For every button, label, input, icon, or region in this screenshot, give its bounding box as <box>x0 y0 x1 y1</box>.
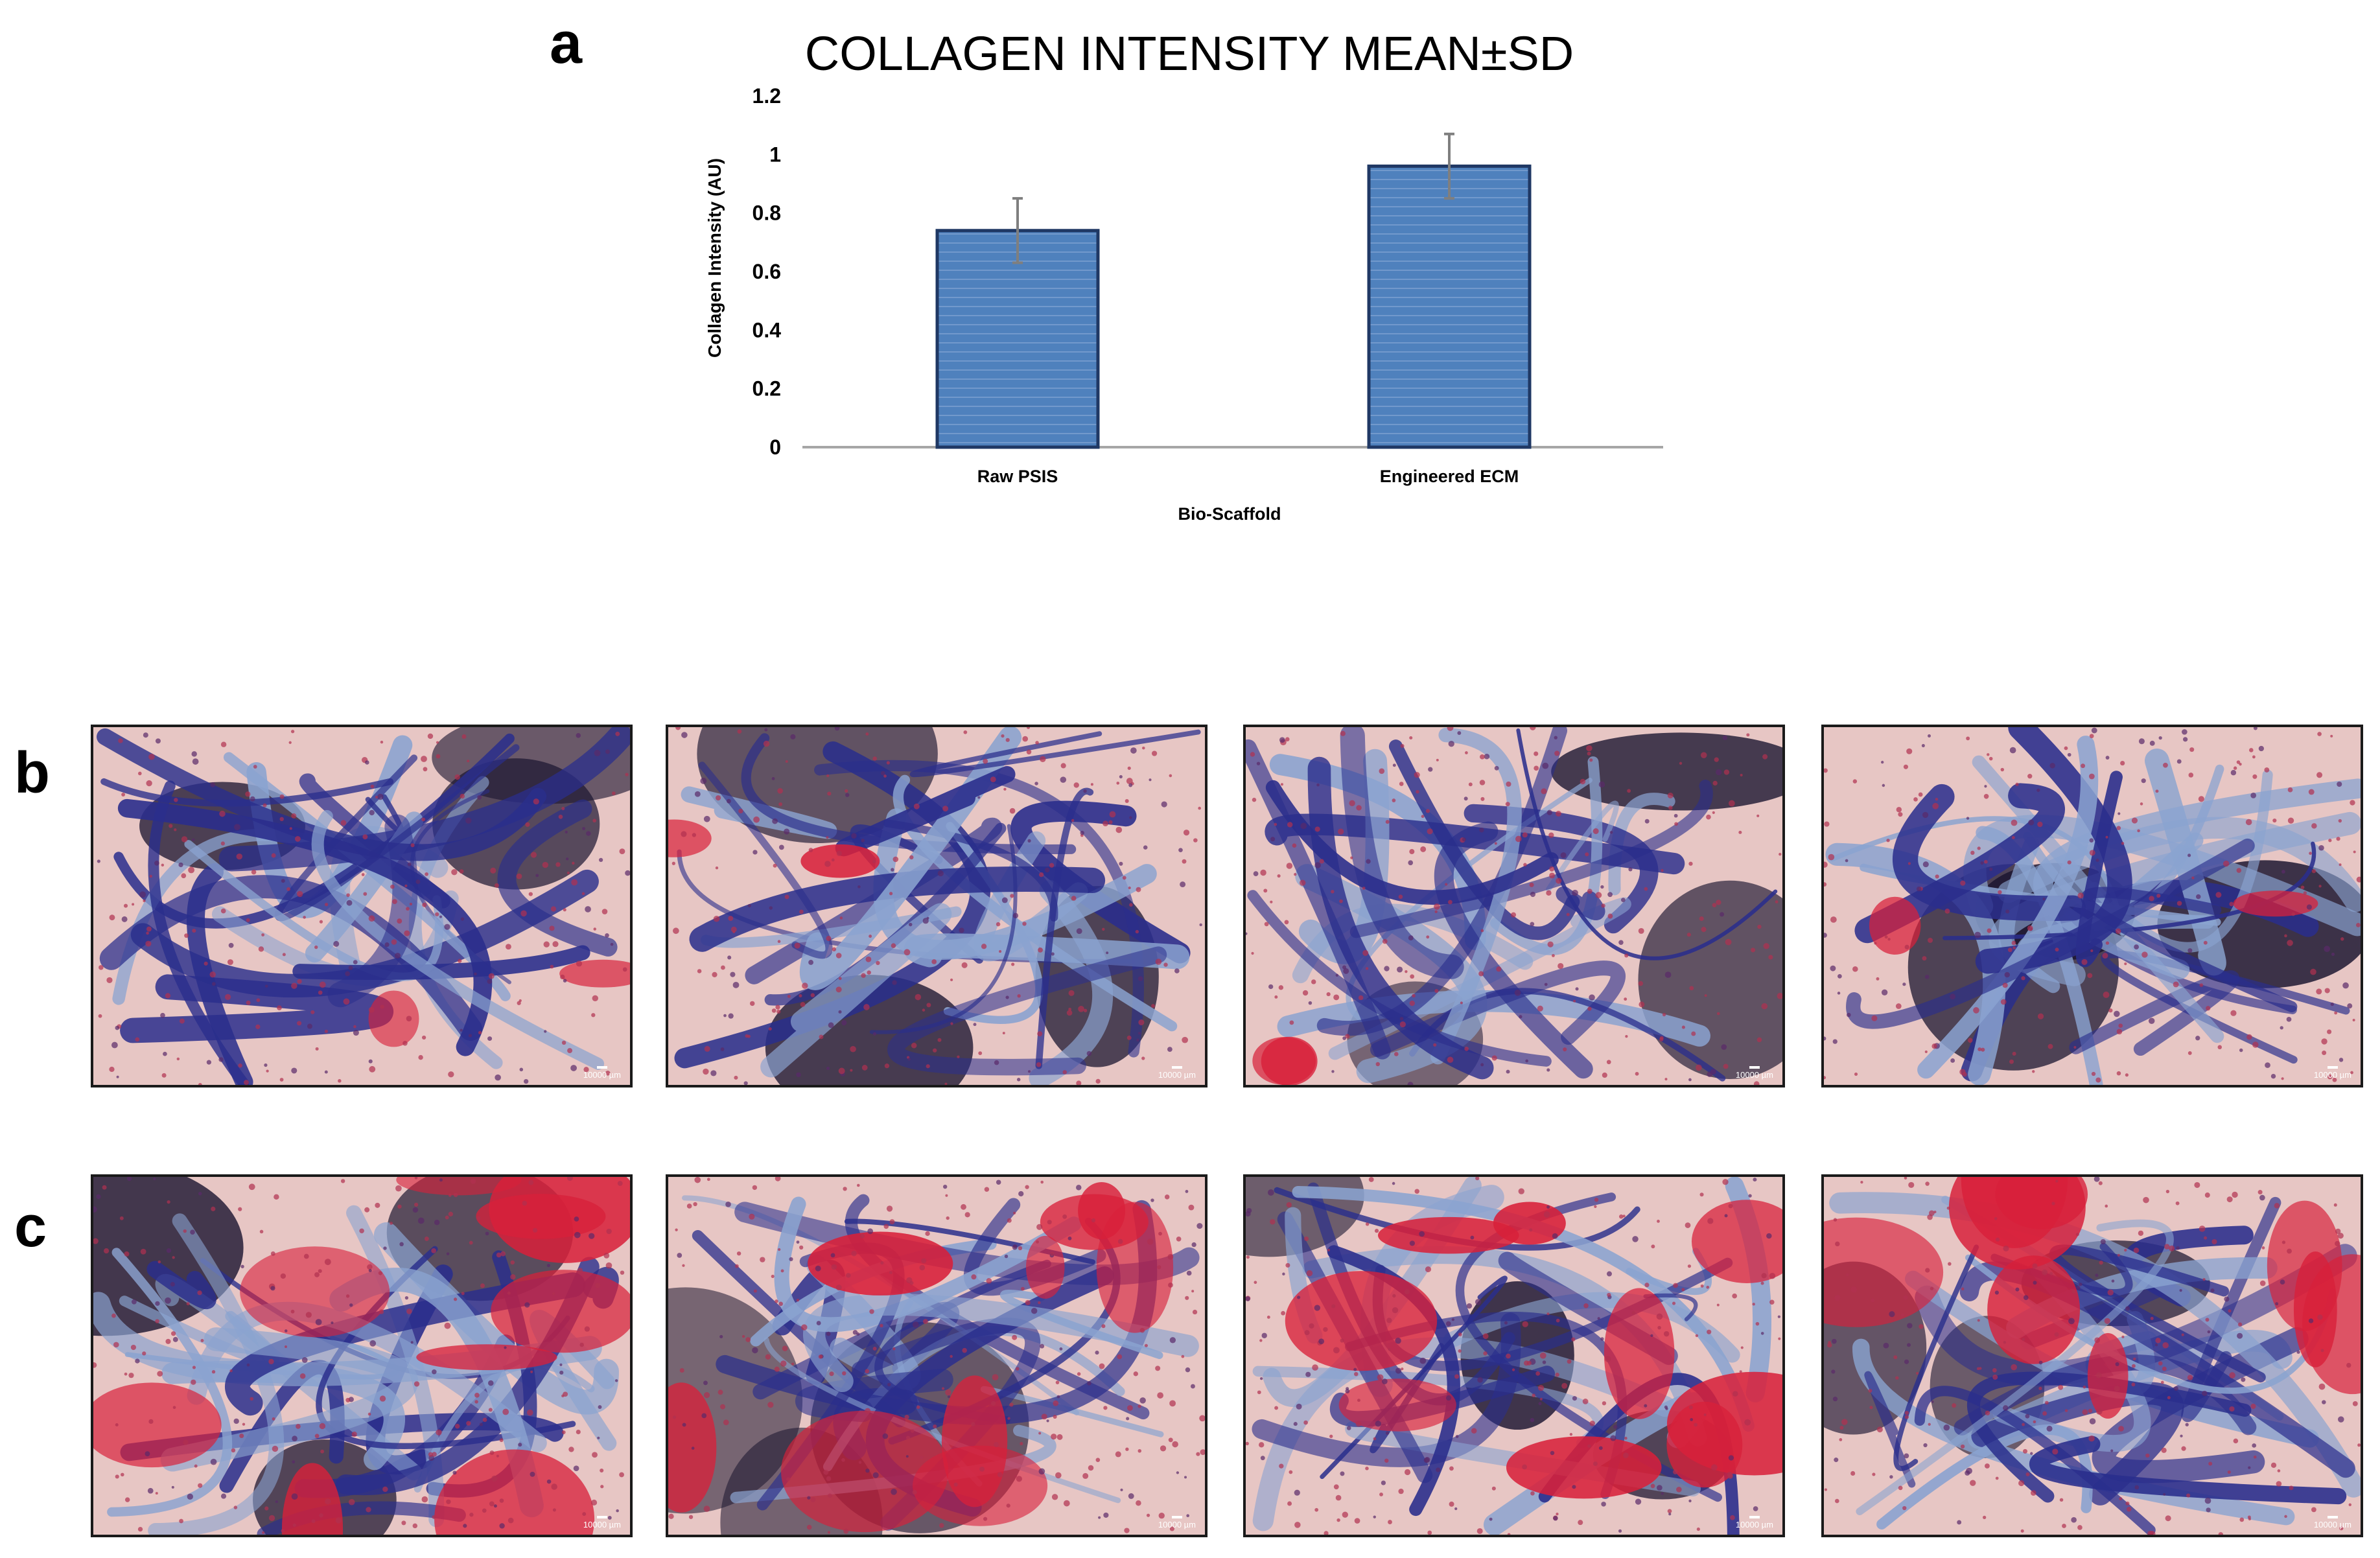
micrograph-c-4: 10000 µm <box>1821 1174 2363 1537</box>
scale-bar: 10000 µm <box>1158 1516 1196 1529</box>
y-tick-label: 0.4 <box>752 318 782 342</box>
y-axis-label: Collagen Intensity (AU) <box>705 158 725 358</box>
error-bar <box>1012 197 1023 264</box>
bar-engineered-ecm <box>1367 164 1532 449</box>
y-tick-label: 1 <box>769 143 781 166</box>
x-axis-label: Bio-Scaffold <box>1178 504 1281 524</box>
scale-bar-label: 10000 µm <box>1158 1520 1196 1529</box>
scale-bar: 10000 µm <box>2314 1066 2351 1080</box>
micrograph-c-2: 10000 µm <box>666 1174 1208 1537</box>
scale-bar: 10000 µm <box>1736 1516 1773 1529</box>
micrograph-c-3: 10000 µm <box>1243 1174 1785 1537</box>
scale-bar-label: 10000 µm <box>1735 1070 1773 1080</box>
scale-bar-label: 10000 µm <box>583 1070 621 1080</box>
y-tick-label: 1.2 <box>752 84 781 108</box>
scale-bar: 10000 µm <box>583 1516 621 1529</box>
collagen-bar-chart: COLLAGEN INTENSITY MEAN±SD Collagen Inte… <box>705 27 1663 524</box>
micrograph-b-1: 10000 µm <box>91 725 633 1087</box>
scale-bar-label: 10000 µm <box>2313 1520 2351 1529</box>
panel-label-a: a <box>550 11 583 76</box>
chart-title: COLLAGEN INTENSITY MEAN±SD <box>805 27 1574 80</box>
y-tick-label: 0.6 <box>752 260 781 283</box>
scale-bar-label: 10000 µm <box>2313 1070 2351 1080</box>
scale-bar-label: 10000 µm <box>583 1520 621 1529</box>
micrograph-b-2: 10000 µm <box>666 725 1208 1087</box>
micrograph-b-4: 10000 µm <box>1821 725 2363 1087</box>
scale-bar-label: 10000 µm <box>1735 1520 1773 1529</box>
micrograph-c-1: 10000 µm <box>91 1174 633 1537</box>
scale-bar: 10000 µm <box>2314 1516 2351 1529</box>
y-tick-label: 0 <box>769 436 781 459</box>
x-tick-label: Raw PSIS <box>977 467 1058 486</box>
scale-bar: 10000 µm <box>1736 1066 1773 1080</box>
panel-label-b: b <box>14 741 50 806</box>
micrograph-b-3: 10000 µm <box>1243 725 1785 1087</box>
bar-raw-psis <box>935 229 1100 449</box>
x-tick-label: Engineered ECM <box>1380 467 1519 486</box>
y-tick-label: 0.2 <box>752 377 781 401</box>
error-bar <box>1444 132 1454 200</box>
scale-bar-label: 10000 µm <box>1158 1070 1196 1080</box>
panel-label-c: c <box>14 1194 47 1259</box>
scale-bar: 10000 µm <box>583 1066 621 1080</box>
scale-bar: 10000 µm <box>1158 1066 1196 1080</box>
y-tick-label: 0.8 <box>752 202 781 225</box>
